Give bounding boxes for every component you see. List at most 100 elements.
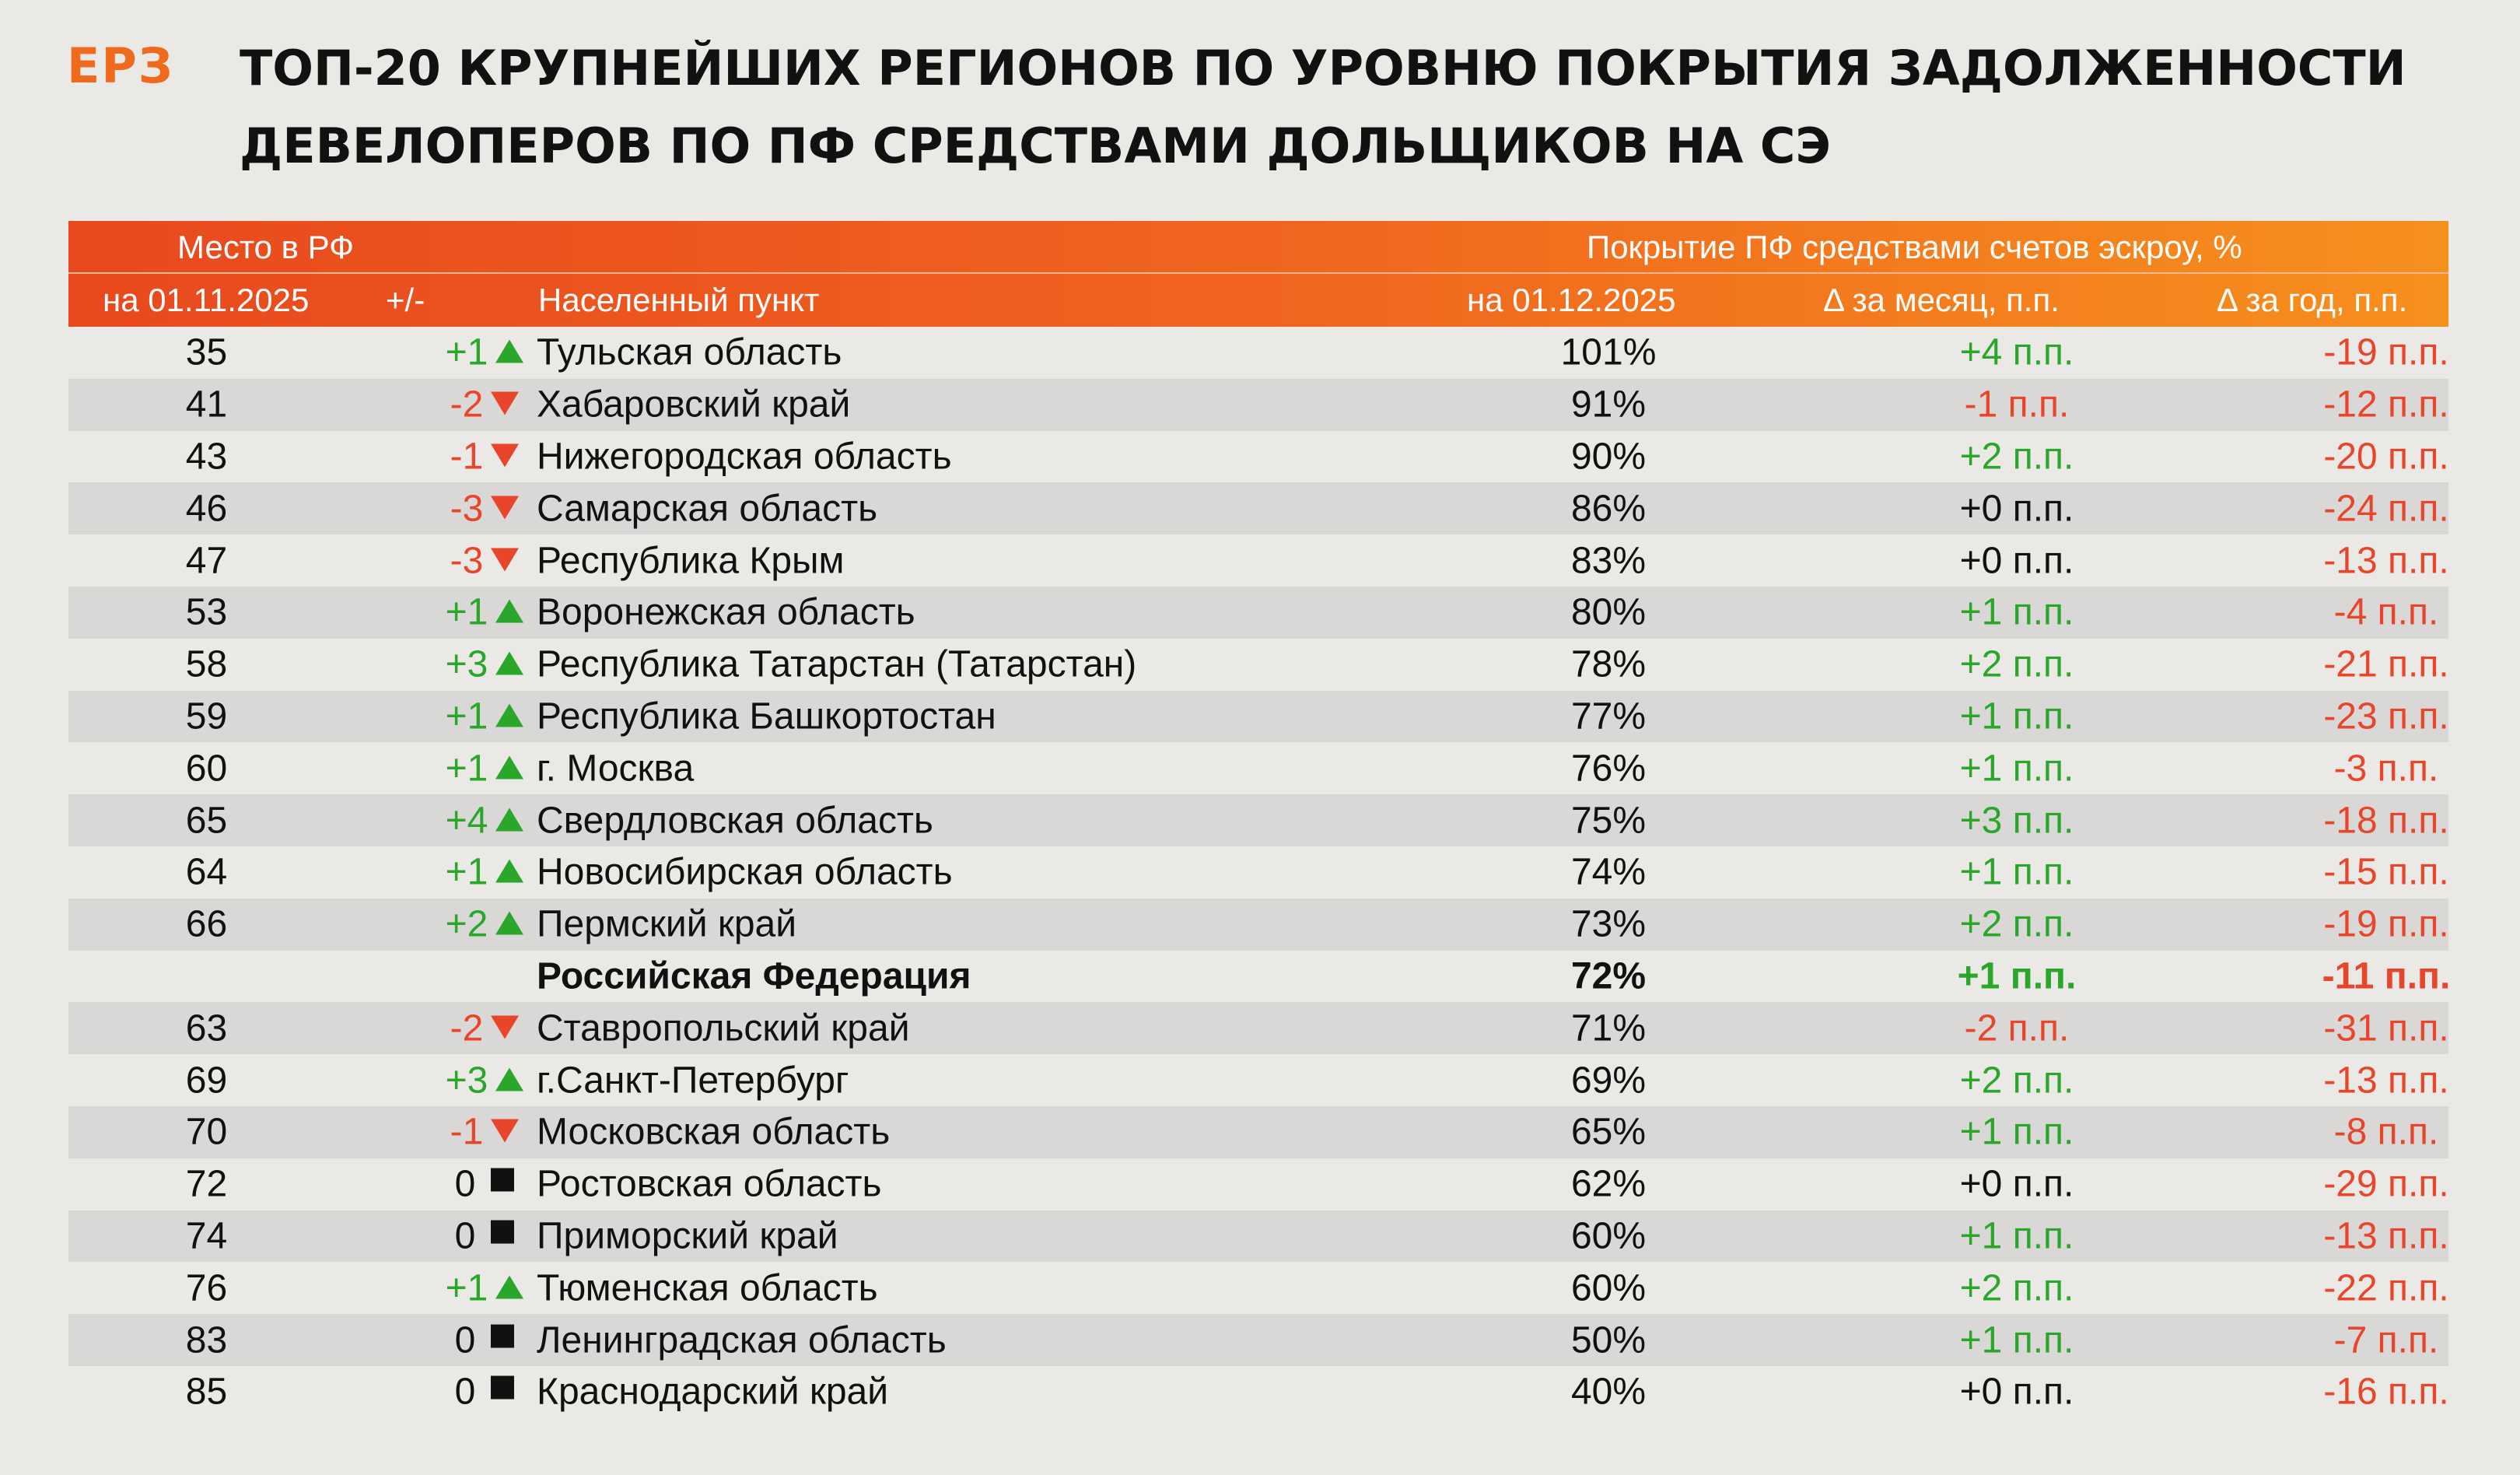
delta-month: +0 п.п. (1959, 488, 2074, 530)
change-cell: -2 (345, 384, 625, 426)
region-name: г.Санкт-Петербург (537, 1060, 849, 1102)
table-row: 43 -1 Нижегородская область 90% +2 п.п. -20 п… (68, 431, 2449, 483)
delta-year: -31 п.п. (2323, 1007, 2449, 1049)
delta-year: -13 п.п. (2323, 1215, 2449, 1257)
delta-year: -12 п.п. (2323, 384, 2449, 426)
change-value: -3 (450, 540, 484, 582)
place-cell: 35 (185, 331, 228, 373)
delta-year: -3 п.п. (2333, 748, 2439, 790)
place-cell: 59 (185, 695, 228, 738)
change-cell: +1 (345, 1267, 625, 1309)
region-name: Республика Башкортостан (537, 695, 996, 738)
table-row: 72 0 Ростовская область 62% +0 п.п. -29 п.п. (68, 1158, 2449, 1210)
delta-month: +4 п.п. (1959, 331, 2074, 373)
delta-year: -19 п.п. (2323, 331, 2449, 373)
change-cell: 0 (345, 1163, 625, 1206)
coverage-value: 72% (1570, 955, 1647, 997)
coverage-value: 71% (1570, 1007, 1647, 1049)
table-row: 53 +1 Воронежская область 80% +1 п.п. -4 п.п. (68, 586, 2448, 639)
delta-year: -18 п.п. (2323, 800, 2449, 842)
region-name: Московская область (537, 1111, 891, 1153)
square-icon (491, 1375, 515, 1400)
change-value: +1 (445, 695, 488, 738)
place-cell: 53 (185, 591, 228, 633)
square-icon (491, 1324, 515, 1348)
region-name: Ростовская область (537, 1163, 882, 1205)
ranking-table: Место в РФ Покрытие ПФ средствами счетов… (68, 221, 2450, 1418)
header-change: +/- (386, 282, 425, 318)
coverage-value: 77% (1570, 695, 1647, 738)
place-cell: 66 (185, 903, 228, 945)
delta-month: +1 п.п. (1959, 1319, 2074, 1361)
region-name: Российская Федерация (537, 955, 971, 997)
triangle-up-icon (495, 808, 524, 832)
delta-month: +0 п.п. (1959, 1163, 2074, 1205)
triangle-up-icon (495, 859, 524, 883)
place-cell: 60 (185, 748, 228, 790)
table-row: 46 -3 Самарская область 86% +0 п.п. -24 п.п. (68, 482, 2449, 535)
table-row: 85 0 Краснодарский край 40% +0 п.п. -16 п.п. (68, 1366, 2449, 1418)
delta-month: +2 п.п. (1959, 1267, 2074, 1309)
change-cell: 0 (345, 1371, 625, 1414)
place-cell: 63 (185, 1007, 228, 1049)
table-row: 41 -2 Хабаровский край 91% -1 п.п. -12 п.п. (68, 378, 2449, 431)
delta-month: +2 п.п. (1959, 903, 2074, 945)
place-cell: 47 (185, 540, 228, 582)
delta-month: +1 п.п. (1959, 1111, 2074, 1153)
place-cell: 46 (185, 488, 228, 530)
place-cell: 76 (185, 1267, 228, 1309)
delta-month: +1 п.п. (1959, 851, 2074, 893)
change-cell: +3 (345, 643, 625, 686)
delta-month: +0 п.п. (1959, 540, 2074, 582)
coverage-value: 60% (1570, 1267, 1647, 1309)
change-cell: 0 (345, 1214, 625, 1257)
table-row: 60 +1 г. Москва 76% +1 п.п. -3 п.п. (68, 742, 2448, 794)
header-coverage-group: Покрытие ПФ средствами счетов эскроу, % (1587, 229, 2242, 265)
coverage-value: 50% (1570, 1319, 1647, 1361)
header-value-date: на 01.12.2025 (1467, 282, 1676, 318)
place-cell: 74 (185, 1215, 228, 1257)
place-cell: 43 (185, 436, 228, 478)
change-value: -1 (450, 1111, 484, 1153)
change-value: +2 (445, 903, 488, 945)
place-cell: 64 (185, 851, 228, 893)
change-value: -2 (450, 384, 484, 426)
change-cell: +1 (345, 331, 625, 374)
triangle-down-icon (491, 496, 520, 520)
header-region: Населенный пункт (538, 282, 820, 318)
region-name: Свердловская область (537, 800, 933, 842)
triangle-up-icon (495, 651, 524, 675)
change-value: +3 (445, 643, 488, 685)
change-cell: +1 (345, 851, 625, 894)
change-cell: +4 (345, 799, 625, 842)
change-value: 0 (454, 1163, 476, 1205)
place-cell: 72 (185, 1163, 228, 1205)
delta-year: -15 п.п. (2323, 851, 2449, 893)
coverage-value: 91% (1570, 384, 1647, 426)
change-cell: +3 (345, 1059, 625, 1102)
region-name: Самарская область (537, 488, 878, 530)
header-divider (68, 272, 2448, 274)
table-row: 65 +4 Свердловская область 75% +3 п.п. -18 п.… (68, 794, 2449, 846)
change-value: -1 (450, 436, 484, 478)
coverage-value: 69% (1570, 1060, 1647, 1102)
region-name: Воронежская область (537, 591, 915, 633)
delta-month: +1 п.п. (1959, 591, 2074, 633)
change-value: +1 (445, 591, 488, 633)
header-place-group: Место в РФ (177, 229, 355, 265)
region-name: Ставропольский край (537, 1007, 910, 1049)
change-cell: -1 (345, 1111, 625, 1154)
table-row: 59 +1 Республика Башкортостан 77% +1 п.п. -23… (68, 690, 2449, 743)
change-value: +1 (445, 748, 488, 790)
change-cell: 0 (345, 1319, 625, 1361)
coverage-value: 78% (1570, 643, 1647, 685)
delta-month: +1 п.п. (1959, 1215, 2074, 1257)
table-row: 70 -1 Московская область 65% +1 п.п. -8 п.п. (68, 1105, 2448, 1158)
table-header: Место в РФ Покрытие ПФ средствами счетов… (68, 221, 2448, 327)
coverage-value: 86% (1570, 488, 1647, 530)
table-row: Российская Федерация 72% +1 п.п. -11 п.п. (68, 951, 2450, 1003)
table-row: 63 -2 Ставропольский край 71% -2 п.п. -31 п.п… (68, 1002, 2449, 1055)
delta-year: -8 п.п. (2333, 1111, 2439, 1153)
delta-month: -2 п.п. (1964, 1007, 2070, 1049)
region-name: Приморский край (537, 1215, 838, 1257)
